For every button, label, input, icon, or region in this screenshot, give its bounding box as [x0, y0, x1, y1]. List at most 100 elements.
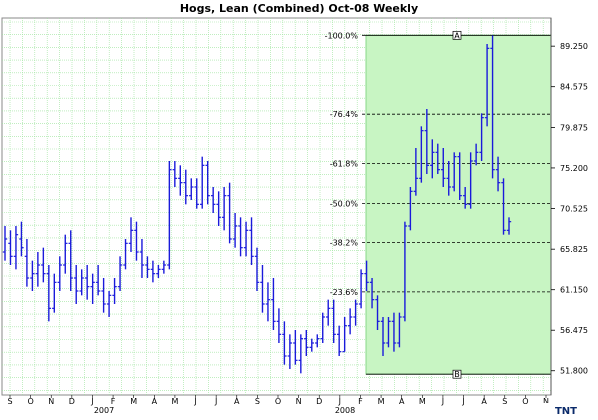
price-bar[interactable]: [57, 256, 62, 291]
price-bar[interactable]: [462, 187, 468, 209]
price-bar[interactable]: [106, 291, 112, 317]
price-bar[interactable]: [145, 256, 150, 278]
price-bar[interactable]: [156, 265, 161, 278]
price-bar[interactable]: [139, 239, 145, 278]
price-bar[interactable]: [8, 230, 13, 265]
price-bar[interactable]: [364, 260, 369, 291]
price-bar[interactable]: [271, 278, 276, 330]
price-bar[interactable]: [243, 221, 249, 257]
price-bar[interactable]: [238, 217, 243, 257]
price-bar[interactable]: [347, 308, 353, 335]
price-bar[interactable]: [35, 252, 41, 287]
price-bar[interactable]: [484, 44, 490, 127]
price-bar[interactable]: [210, 187, 216, 213]
price-bar[interactable]: [402, 221, 408, 322]
price-bar[interactable]: [342, 317, 347, 353]
price-bar[interactable]: [452, 152, 457, 192]
price-bar[interactable]: [468, 152, 473, 209]
price-bar[interactable]: [408, 187, 413, 231]
price-bar[interactable]: [358, 269, 364, 309]
price-bar[interactable]: [473, 143, 479, 166]
price-bar[interactable]: [19, 221, 24, 257]
price-bar[interactable]: [375, 295, 380, 330]
price-bar[interactable]: [13, 226, 19, 270]
price-bar[interactable]: [309, 338, 314, 352]
price-bar[interactable]: [419, 126, 424, 183]
price-bar[interactable]: [90, 273, 95, 304]
x-tick-label: J: [441, 397, 444, 406]
price-bar[interactable]: [101, 278, 106, 313]
price-bar[interactable]: [331, 299, 336, 343]
price-bar[interactable]: [506, 217, 512, 235]
price-bar[interactable]: [63, 234, 68, 274]
price-bar[interactable]: [441, 148, 446, 187]
price-bar[interactable]: [397, 312, 402, 348]
price-bar[interactable]: [501, 178, 506, 235]
price-bar[interactable]: [457, 152, 462, 200]
price-bar[interactable]: [249, 217, 254, 265]
price-bar[interactable]: [200, 156, 205, 209]
price-bar[interactable]: [183, 169, 188, 205]
fib-level-label: -61.8%: [330, 160, 359, 169]
price-bar[interactable]: [189, 178, 194, 200]
price-bar[interactable]: [424, 109, 430, 174]
price-bars[interactable]: [2, 35, 512, 374]
price-bar[interactable]: [298, 334, 304, 374]
price-bar[interactable]: [123, 239, 128, 270]
price-bar[interactable]: [326, 299, 331, 326]
price-bar[interactable]: [221, 187, 227, 231]
fib-marker-a: A: [454, 31, 460, 40]
price-bar[interactable]: [369, 278, 375, 309]
price-bar[interactable]: [74, 265, 79, 304]
price-bar[interactable]: [167, 161, 172, 270]
price-bar[interactable]: [112, 278, 117, 304]
price-bar[interactable]: [435, 143, 440, 174]
price-bar[interactable]: [304, 330, 309, 356]
price-bar[interactable]: [430, 139, 435, 179]
fib-zone: [365, 34, 552, 375]
price-bar[interactable]: [446, 161, 451, 196]
price-bar[interactable]: [287, 334, 293, 369]
price-bar[interactable]: [24, 239, 30, 287]
price-bar[interactable]: [84, 265, 90, 300]
price-bar[interactable]: [293, 330, 298, 365]
price-bar[interactable]: [265, 282, 271, 322]
price-bar[interactable]: [413, 148, 419, 196]
price-bar[interactable]: [315, 334, 320, 348]
price-bar[interactable]: [150, 260, 156, 283]
price-bar[interactable]: [490, 35, 495, 179]
price-bar[interactable]: [254, 247, 260, 291]
price-bar[interactable]: [178, 165, 183, 196]
price-bar[interactable]: [320, 312, 325, 343]
price-bar[interactable]: [276, 308, 282, 343]
price-bar[interactable]: [117, 256, 123, 291]
price-bar[interactable]: [128, 217, 134, 252]
price-bar[interactable]: [232, 213, 238, 248]
price-bar[interactable]: [79, 269, 84, 296]
price-bar[interactable]: [336, 325, 342, 356]
price-bar[interactable]: [353, 299, 358, 326]
price-bar[interactable]: [41, 247, 46, 283]
price-bar[interactable]: [194, 178, 199, 209]
logo-text: TNT: [555, 406, 577, 417]
price-bar[interactable]: [2, 226, 8, 261]
x-tick-label: A: [399, 397, 405, 406]
price-bar[interactable]: [227, 182, 232, 244]
price-bar[interactable]: [68, 230, 73, 291]
price-bar[interactable]: [260, 265, 265, 313]
price-bar[interactable]: [282, 321, 287, 365]
price-bar[interactable]: [205, 161, 210, 205]
price-bar[interactable]: [216, 191, 221, 226]
price-bar[interactable]: [386, 317, 391, 348]
price-bar[interactable]: [172, 161, 178, 187]
price-bar[interactable]: [391, 312, 397, 352]
price-bar[interactable]: [95, 265, 101, 296]
price-bar[interactable]: [134, 221, 139, 261]
price-bar[interactable]: [52, 273, 57, 313]
price-bar[interactable]: [46, 265, 52, 322]
price-bar[interactable]: [30, 260, 35, 291]
price-bar[interactable]: [161, 260, 167, 274]
price-bar[interactable]: [495, 156, 501, 192]
price-bar[interactable]: [380, 317, 386, 356]
price-bar[interactable]: [479, 113, 484, 161]
